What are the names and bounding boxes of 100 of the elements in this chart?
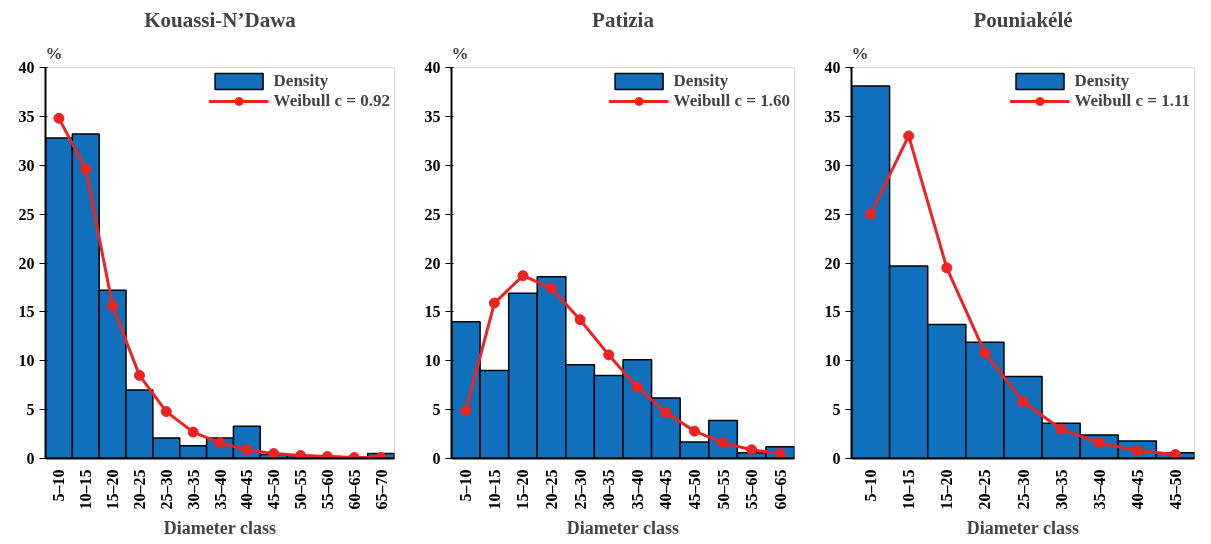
chart-title: Patizia [592,7,655,32]
y-tick-label: 20 [824,254,841,272]
point [660,407,672,419]
y-axis-title: % [451,43,469,63]
y-axis-title: % [45,43,63,63]
y-tick-label: 15 [424,303,441,321]
y-tick-label: 0 [26,450,35,467]
x-tick-label: 45–50 [685,469,703,510]
point [688,425,700,437]
legend-label: Density [673,71,729,91]
x-tick-label: 50–55 [292,469,310,510]
y-tick-label: 40 [824,59,841,76]
x-tick-label: 45–50 [265,469,283,510]
x-tick-label: 20–25 [976,469,994,510]
x-tick-label: 40–45 [657,469,675,510]
y-tick-label: 35 [18,107,35,125]
y-tick-label: 15 [824,303,841,321]
point [603,349,615,361]
legend-label: Density [1074,71,1130,91]
y-tick-label: 10 [824,352,841,370]
x-tick-label: 15–20 [104,469,122,510]
y-tick-label: 5 [432,401,441,419]
point [1017,396,1029,408]
x-tick-label: 25–30 [1014,469,1032,510]
x-tick-label: 5–10 [50,469,68,502]
y-tick-label: 0 [432,450,441,467]
x-tick-label: 25–30 [157,469,175,510]
y-tick-label: 5 [832,401,841,419]
y-tick-label: 20 [424,254,441,272]
y-tick-label: 20 [18,254,35,272]
x-tick-label: 5–10 [862,469,880,502]
point [746,444,758,456]
x-tick-label: 10–15 [485,469,503,510]
point [241,444,253,456]
point [865,208,877,220]
y-tick-label: 35 [424,107,441,125]
point [941,262,953,274]
point [107,300,119,312]
point [1169,449,1181,459]
x-tick-label: 60–65 [771,469,789,510]
y-tick-label: 40 [18,59,35,76]
chart-title: Kouassi-N’Dawa [144,7,297,32]
x-tick-label: 30–35 [600,469,618,510]
x-tick-label: 35–40 [1090,469,1108,510]
x-tick-label: 20–25 [130,469,148,510]
point [488,297,500,309]
point [574,314,586,326]
point [460,405,472,417]
point [53,112,65,124]
y-tick-label: 25 [424,205,441,223]
point [546,282,558,294]
legend-label: Density [273,71,329,91]
y-tick-label: 10 [18,352,35,370]
point [295,450,307,459]
legend-label: Weibull c = 1.11 [1074,91,1190,111]
y-tick-label: 25 [824,205,841,223]
point [80,163,92,175]
y-tick-label: 25 [18,205,35,223]
y-tick-label: 35 [824,107,841,125]
x-tick-label: 30–35 [184,469,202,510]
y-tick-label: 30 [18,156,35,174]
point [979,347,991,359]
x-tick-label: 15–20 [938,469,956,510]
x-tick-label: 50–55 [714,469,732,510]
x-tick-label: 15–20 [514,469,532,510]
x-axis-title: Diameter class [966,517,1079,538]
point [903,130,915,142]
x-tick-label: 35–40 [211,469,229,510]
point [517,270,529,282]
x-tick-label: 55–60 [743,469,761,510]
legend-label: Weibull c = 1.60 [673,91,790,111]
point [160,406,172,418]
x-tick-label: 10–15 [77,469,95,510]
x-tick-label: 20–25 [543,469,561,510]
y-tick-label: 0 [832,450,841,467]
x-axis-title: Diameter class [566,517,679,538]
y-tick-label: 5 [26,401,35,419]
y-tick-label: 30 [824,156,841,174]
y-tick-label: 30 [424,156,441,174]
y-tick-label: 15 [18,303,35,321]
chart-title: Pouniakélé [973,7,1073,32]
y-axis-title: % [851,43,869,63]
x-tick-label: 35–40 [628,469,646,510]
legend-label: Weibull c = 0.92 [273,91,390,111]
x-tick-label: 25–30 [571,469,589,510]
x-tick-label: 10–15 [900,469,918,510]
point [133,369,145,381]
x-tick-label: 30–35 [1052,469,1070,510]
point [1055,423,1067,435]
point [268,448,280,459]
x-tick-label: 40–45 [1128,469,1146,510]
point [631,381,643,393]
y-tick-label: 10 [424,352,441,370]
point [187,426,199,438]
x-tick-label: 5–10 [457,469,475,502]
x-tick-label: 65–70 [372,469,390,510]
x-tick-label: 45–50 [1166,469,1184,510]
x-tick-label: 40–45 [238,469,256,510]
x-axis-title: Diameter class [163,517,276,538]
x-tick-label: 60–65 [345,469,363,510]
